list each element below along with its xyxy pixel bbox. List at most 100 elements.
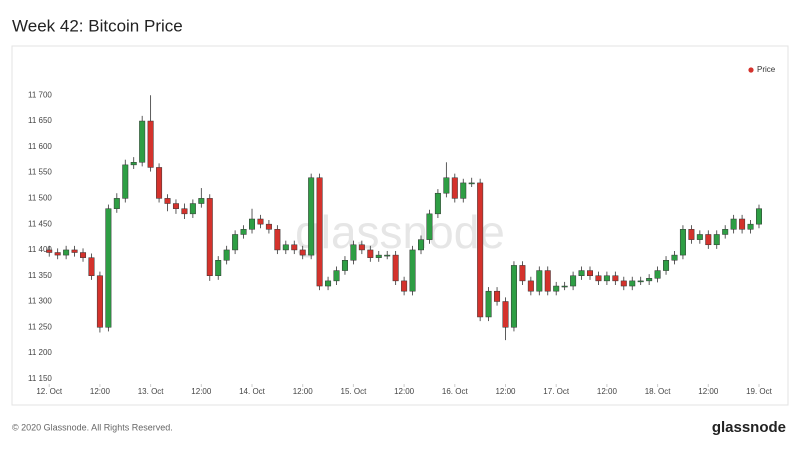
logo: glassnode	[712, 419, 786, 436]
candle-body	[620, 280, 627, 287]
candle-body	[156, 167, 163, 199]
candle-body	[679, 229, 686, 256]
candle-body	[578, 270, 585, 276]
candle-body	[595, 275, 602, 282]
x-tick-label: 12:00	[191, 387, 212, 396]
x-tick-label: 13. Oct	[138, 387, 165, 396]
candle-body	[637, 280, 644, 283]
x-tick-label: 15. Oct	[341, 387, 368, 396]
y-tick-label: 11 650	[28, 116, 52, 125]
candle-body	[519, 265, 526, 282]
candle-body	[206, 198, 213, 276]
candle-body	[654, 270, 661, 279]
candle-body	[739, 218, 746, 230]
x-tick-label: 12:00	[495, 387, 516, 396]
watermark: glassnode	[295, 206, 505, 258]
candle-body	[460, 182, 467, 199]
candle-body	[663, 260, 670, 271]
candle-body	[468, 182, 475, 185]
candle-body	[265, 223, 272, 230]
candle-body	[198, 198, 205, 204]
y-tick-label: 11 500	[28, 193, 52, 202]
candle-body	[485, 290, 492, 318]
candle-body	[274, 229, 281, 251]
y-tick-label: 11 450	[28, 219, 52, 228]
legend-label: Price	[757, 65, 776, 74]
candle-body	[299, 249, 306, 256]
candle-body	[341, 260, 348, 271]
footer: © 2020 Glassnode. All Rights Reserved.	[12, 422, 173, 432]
candle-body	[553, 285, 560, 292]
candle-body	[747, 223, 754, 230]
candle-body	[384, 254, 391, 257]
candle-body	[325, 280, 332, 287]
candle-body	[409, 249, 416, 292]
candle-body	[451, 177, 458, 199]
candle-body	[375, 254, 382, 258]
candle-body	[54, 252, 61, 256]
candle-body	[494, 290, 501, 302]
candle-body	[282, 244, 289, 251]
candle-body	[696, 234, 703, 240]
x-tick-label: 12. Oct	[36, 387, 63, 396]
candle-body	[401, 280, 408, 292]
candle-body	[646, 278, 653, 282]
chart-title: Week 42: Bitcoin Price	[12, 16, 183, 35]
candle-body	[561, 285, 568, 288]
x-tick-label: 12:00	[597, 387, 618, 396]
candle-body	[333, 270, 340, 282]
candle-body	[570, 275, 577, 287]
candle-body	[443, 177, 450, 194]
candle-body	[113, 198, 120, 209]
candle-body	[510, 265, 517, 328]
candle-body	[358, 244, 365, 251]
y-tick-label: 11 150	[28, 374, 52, 383]
legend-marker	[748, 67, 754, 73]
y-tick-label: 11 200	[28, 348, 52, 357]
candle-body	[730, 218, 737, 230]
x-tick-label: 12:00	[394, 387, 415, 396]
candle-body	[223, 249, 230, 261]
candle-body	[63, 249, 70, 256]
candle-body	[130, 162, 137, 166]
candle-body	[46, 249, 53, 253]
candle-body	[139, 120, 146, 163]
candle-body	[418, 239, 425, 251]
x-tick-label: 19. Oct	[746, 387, 773, 396]
candle-body	[80, 252, 87, 258]
x-tick-label: 18. Oct	[645, 387, 672, 396]
candle-body	[249, 218, 256, 230]
candle-body	[181, 208, 188, 215]
candle-body	[722, 229, 729, 235]
candle-body	[122, 164, 129, 199]
candle-body	[629, 280, 636, 287]
candle-body	[536, 270, 543, 292]
x-tick-label: 12:00	[90, 387, 111, 396]
candle-body	[96, 275, 103, 328]
candle-body	[544, 270, 551, 292]
candle-body	[434, 192, 441, 215]
candle-body	[587, 270, 593, 276]
candle-body	[88, 257, 95, 276]
candle-body	[71, 249, 78, 253]
candle-body	[612, 275, 619, 282]
x-tick-label: 14. Oct	[239, 387, 266, 396]
candle-body	[350, 244, 357, 261]
x-tick-label: 17. Oct	[543, 387, 570, 396]
y-tick-label: 11 600	[28, 142, 52, 151]
candle-body	[603, 275, 610, 282]
candle-body	[105, 208, 112, 328]
candle-body	[502, 301, 509, 328]
candle-body	[257, 218, 264, 225]
y-tick-label: 11 350	[28, 271, 52, 280]
y-tick-label: 11 700	[28, 90, 52, 99]
candle-body	[172, 203, 179, 209]
candle-body	[164, 198, 171, 204]
chart-frame	[11, 45, 789, 406]
candle-body	[232, 234, 239, 251]
y-tick-label: 11 300	[28, 297, 52, 306]
candle-body	[367, 249, 374, 258]
candle-body	[189, 203, 196, 215]
candle-body	[215, 260, 222, 276]
